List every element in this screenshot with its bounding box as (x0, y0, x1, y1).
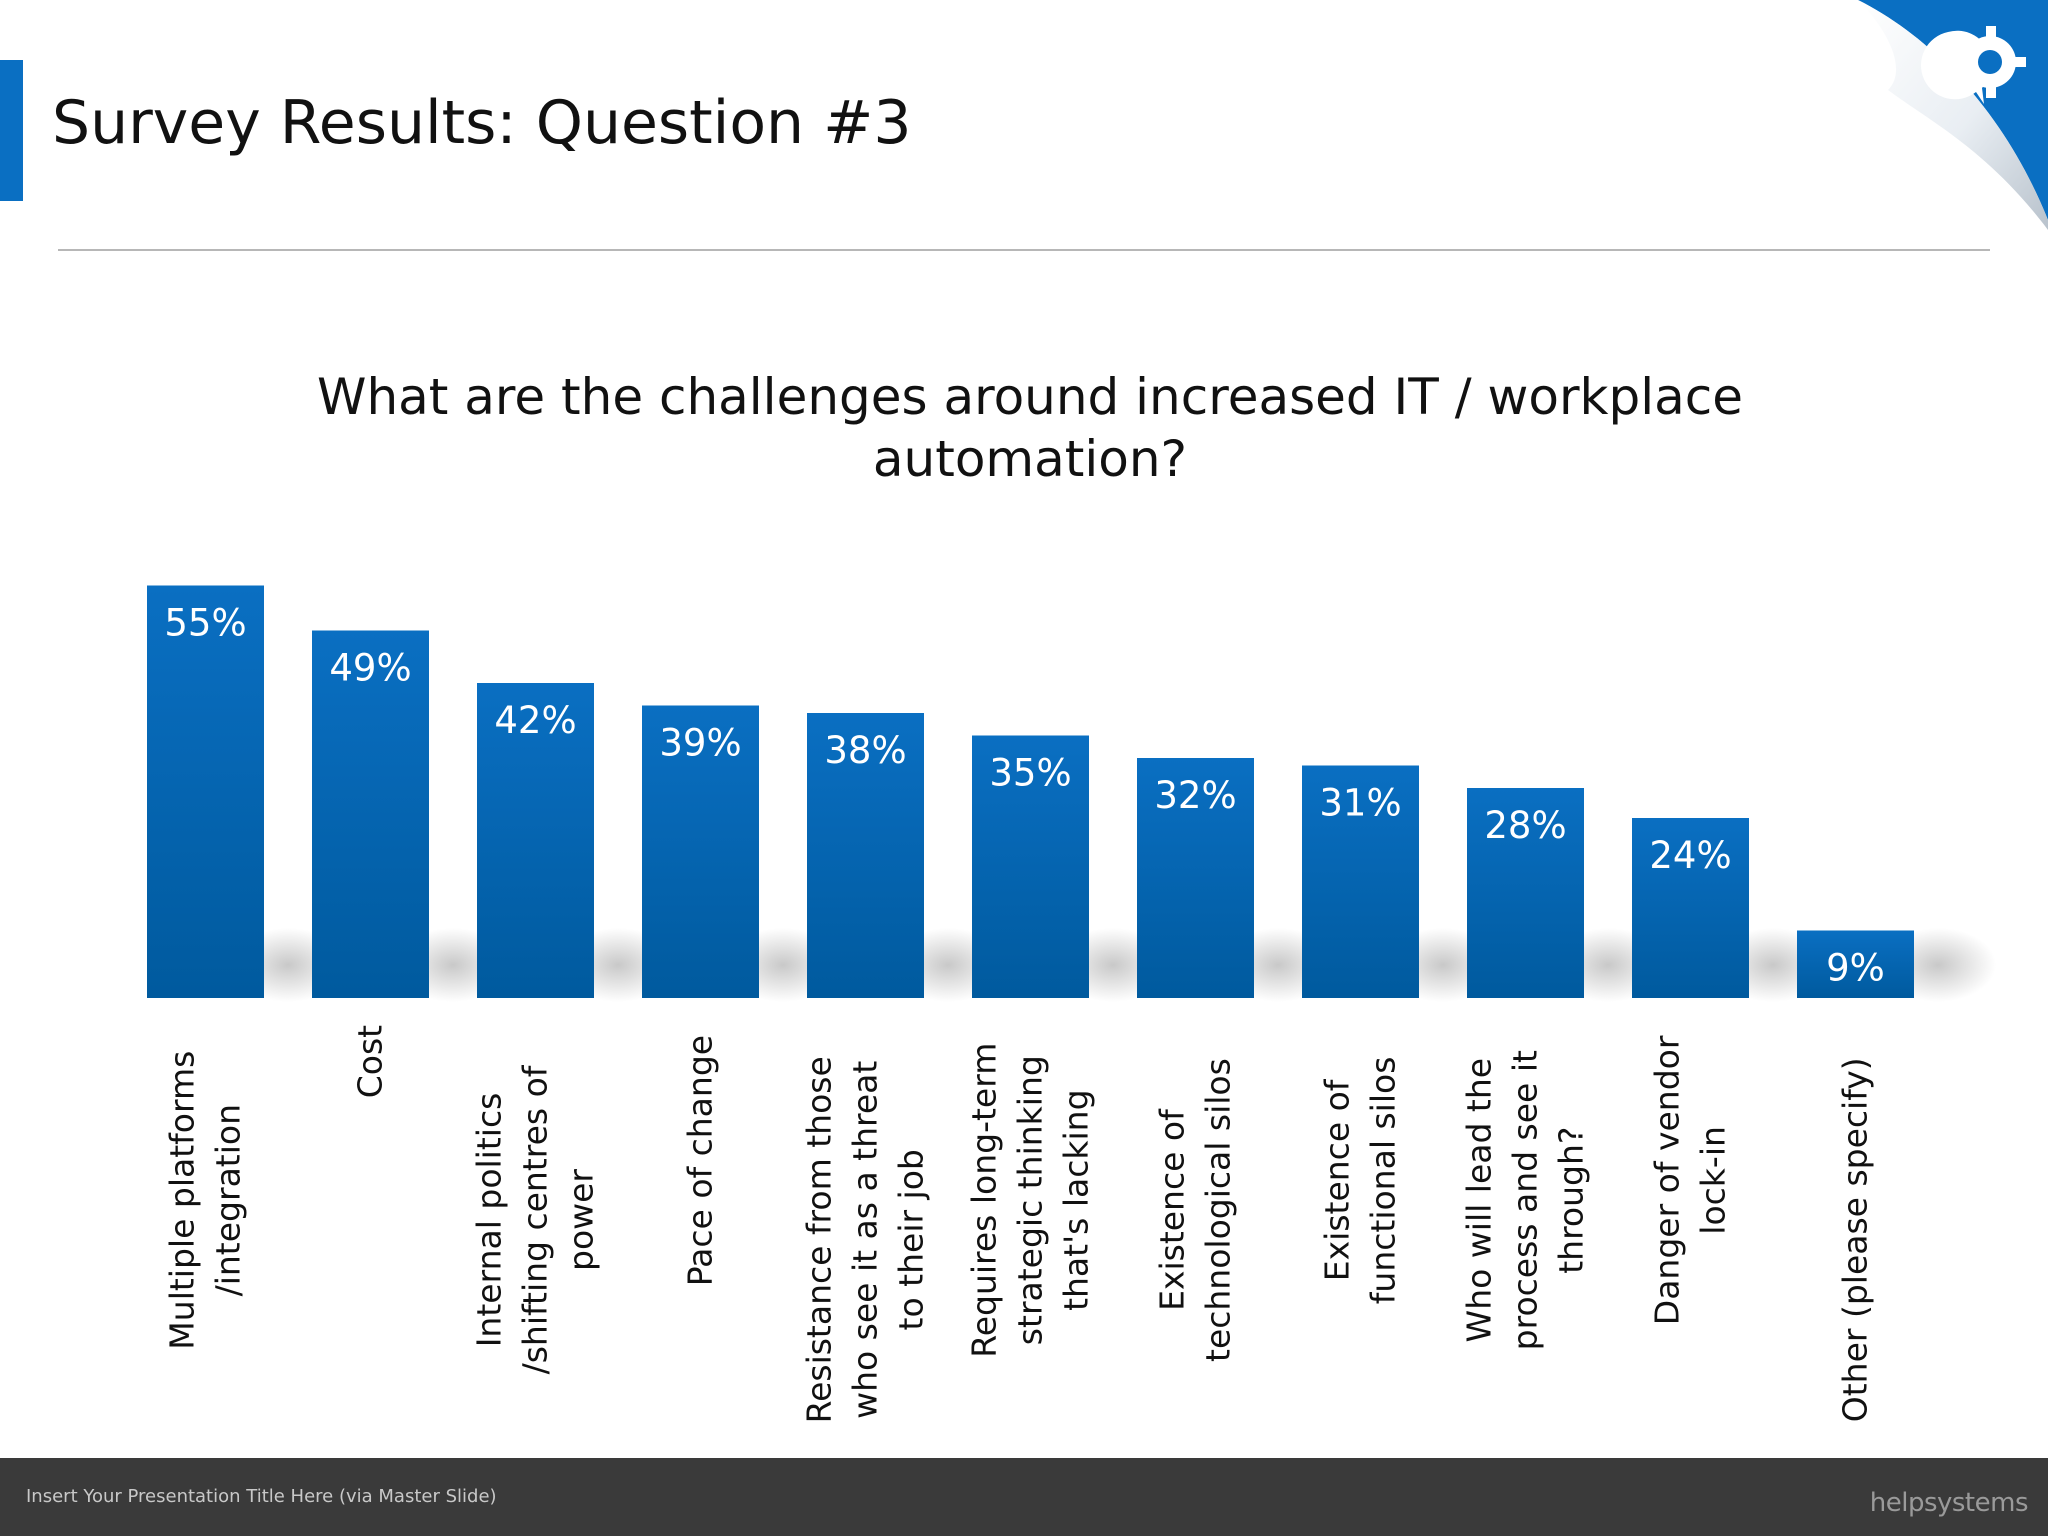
bar-value-label: 55% (164, 602, 246, 645)
category-label: Resistance from those who see it as a thr… (800, 1056, 931, 1423)
corner-page-curl (1858, 0, 2048, 230)
footer-logo: helpsystems (1869, 1488, 2029, 1518)
category-label: Danger of vendor lock-in (1648, 1035, 1733, 1325)
footer-bar (0, 1458, 2048, 1536)
category-label: Existence of technological silos (1153, 1058, 1238, 1362)
bar-value-label: 32% (1154, 774, 1236, 817)
bar (477, 683, 594, 998)
category-label: Cost (351, 1025, 390, 1098)
title-accent-bar (0, 60, 23, 201)
bar (1137, 758, 1254, 998)
chart-title: What are the challenges around increased… (317, 368, 1743, 488)
bar-value-label: 38% (824, 729, 906, 772)
bar (1632, 818, 1749, 998)
slide-title: Survey Results: Question #3 (52, 88, 912, 158)
category-label: Existence of functional silos (1318, 1057, 1403, 1305)
gear-speech-bubble-icon (1920, 26, 2026, 105)
category-label: Who will lead the process and see it throu… (1460, 1050, 1591, 1350)
bar-value-label: 31% (1319, 782, 1401, 825)
footer-presentation-title: Insert Your Presentation Title Here (via… (26, 1486, 497, 1507)
bar (807, 713, 924, 998)
bar (1467, 788, 1584, 998)
bar-value-label: 9% (1826, 947, 1885, 990)
category-label: Internal politics/shifting centres of pow… (470, 1064, 601, 1374)
bar (1797, 930, 1914, 998)
bar (147, 585, 264, 998)
category-label: Requires long-term strategic thinking that… (965, 1043, 1096, 1358)
bar-value-label: 24% (1649, 834, 1731, 877)
bar-value-label: 35% (989, 752, 1071, 795)
bar-value-label: 42% (494, 699, 576, 742)
bar (1302, 765, 1419, 998)
category-label: Pace of change (681, 1035, 720, 1286)
bar (972, 735, 1089, 998)
category-label: Other (please specify) (1836, 1057, 1875, 1422)
category-label: Multiple platforms/integration (163, 1051, 248, 1350)
bar-value-label: 49% (329, 647, 411, 690)
bar-value-label: 28% (1484, 804, 1566, 847)
bar-value-label: 39% (659, 722, 741, 765)
bar (312, 630, 429, 998)
bar (642, 705, 759, 998)
title-divider (58, 249, 1990, 251)
